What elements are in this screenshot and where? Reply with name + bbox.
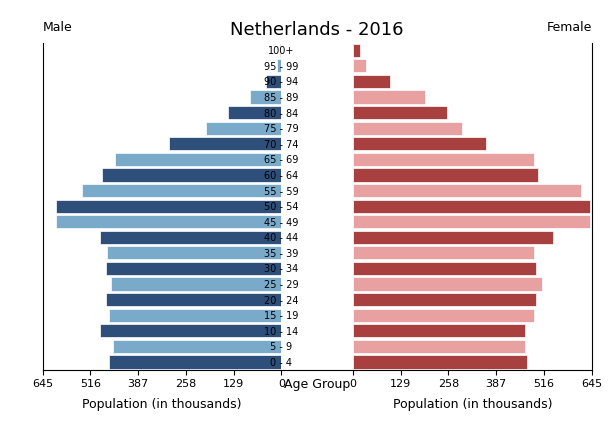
Bar	[353, 91, 425, 104]
Bar	[353, 75, 390, 88]
Bar	[353, 106, 447, 119]
Bar	[111, 278, 281, 291]
Bar	[56, 215, 281, 228]
Bar	[353, 355, 527, 368]
Bar	[353, 324, 525, 337]
Text: Female: Female	[547, 21, 592, 34]
Bar	[353, 122, 462, 135]
Bar	[353, 309, 534, 322]
Bar	[353, 184, 581, 197]
Bar	[353, 278, 542, 291]
Bar	[353, 153, 534, 166]
Bar	[353, 293, 536, 306]
Bar	[228, 106, 281, 119]
Text: Netherlands - 2016: Netherlands - 2016	[231, 21, 404, 39]
Bar	[109, 309, 281, 322]
Bar	[277, 59, 281, 73]
X-axis label: Population (in thousands): Population (in thousands)	[393, 398, 552, 411]
Bar	[100, 231, 281, 244]
Bar	[102, 168, 281, 181]
Bar	[107, 246, 281, 260]
X-axis label: Population (in thousands): Population (in thousands)	[82, 398, 242, 411]
Bar	[56, 199, 281, 213]
Bar	[353, 340, 525, 353]
Bar	[353, 59, 366, 73]
Bar	[279, 44, 281, 57]
Bar	[109, 355, 281, 368]
Bar	[353, 231, 553, 244]
Bar	[353, 199, 590, 213]
Bar	[250, 91, 281, 104]
Bar	[168, 137, 281, 150]
Bar	[100, 324, 281, 337]
X-axis label: Age Group: Age Group	[284, 378, 350, 391]
Bar	[106, 293, 281, 306]
Text: Male: Male	[43, 21, 73, 34]
Bar	[353, 262, 536, 275]
Bar	[353, 215, 590, 228]
Bar	[106, 262, 281, 275]
Bar	[82, 184, 281, 197]
Bar	[115, 153, 281, 166]
Bar	[353, 246, 534, 260]
Bar	[353, 137, 486, 150]
Bar	[353, 44, 360, 57]
Bar	[353, 168, 538, 181]
Bar	[113, 340, 281, 353]
Bar	[266, 75, 281, 88]
Bar	[206, 122, 281, 135]
